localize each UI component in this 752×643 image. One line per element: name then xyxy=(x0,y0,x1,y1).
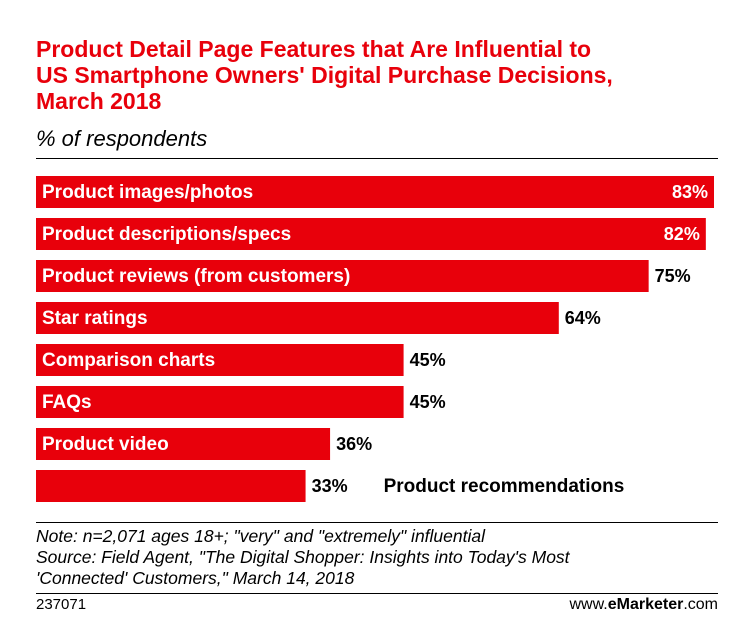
chart-id: 237071 xyxy=(36,596,87,613)
top-divider xyxy=(36,158,718,159)
brand-name: eMarketer xyxy=(607,596,684,613)
note-divider xyxy=(36,522,718,523)
source-line: 'Connected' Customers," March 14, 2018 xyxy=(36,568,355,588)
bar xyxy=(36,386,404,418)
category-label: Star ratings xyxy=(42,308,148,329)
chart-title-line: March 2018 xyxy=(36,88,162,114)
value-label: 64% xyxy=(565,308,601,328)
chart-subtitle: % of respondents xyxy=(36,126,208,151)
value-label: 82% xyxy=(664,224,700,244)
category-label: Comparison charts xyxy=(42,350,215,371)
value-label: 33% xyxy=(312,476,348,496)
brand-suffix: .com xyxy=(683,596,718,613)
brand-prefix: www. xyxy=(569,596,608,613)
value-label: 45% xyxy=(410,392,446,412)
category-label: Product video xyxy=(42,434,169,455)
source-line: Source: Field Agent, "The Digital Shoppe… xyxy=(36,547,570,567)
chart-notes: Note: n=2,071 ages 18+; "very" and "extr… xyxy=(36,526,726,589)
value-label: 36% xyxy=(336,434,372,454)
category-label: Product images/photos xyxy=(42,182,253,203)
chart-title-line: Product Detail Page Features that Are In… xyxy=(36,36,592,62)
chart-title: Product Detail Page Features that Are In… xyxy=(36,36,726,114)
category-label: FAQs xyxy=(42,392,92,413)
bar xyxy=(36,260,649,292)
chart-title-line: US Smartphone Owners' Digital Purchase D… xyxy=(36,62,613,88)
value-label: 83% xyxy=(672,182,708,202)
bar xyxy=(36,218,706,250)
bar xyxy=(36,344,404,376)
category-label: Product recommendations xyxy=(384,476,625,497)
bar xyxy=(36,428,331,460)
bar xyxy=(36,176,714,208)
brand-logo: www.eMarketer.com xyxy=(569,596,718,614)
value-label: 45% xyxy=(410,350,446,370)
value-label: 75% xyxy=(655,266,691,286)
bar xyxy=(36,470,306,502)
category-label: Product descriptions/specs xyxy=(42,224,291,245)
bar-chart: Product images/photos 83% Product descript… xyxy=(36,176,714,502)
bar xyxy=(36,302,559,334)
category-label: Product reviews (from customers) xyxy=(42,266,350,287)
footer-divider xyxy=(36,593,718,594)
note-line: Note: n=2,071 ages 18+; "very" and "extr… xyxy=(36,526,486,546)
